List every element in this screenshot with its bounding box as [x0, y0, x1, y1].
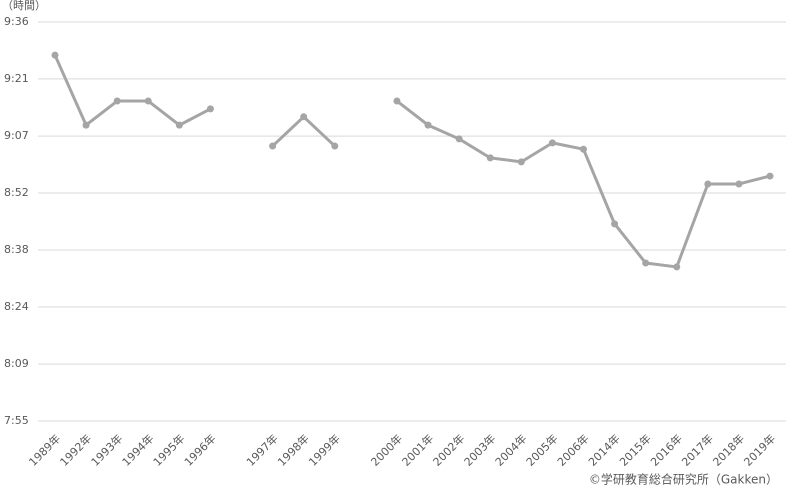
data-point — [611, 220, 619, 228]
data-point — [113, 97, 121, 105]
x-tick-label: 2001年 — [399, 431, 436, 468]
data-point — [424, 121, 432, 129]
y-tick-label: 8:24 — [4, 300, 29, 313]
data-point — [766, 172, 774, 180]
data-point — [735, 180, 743, 188]
x-tick-label: 1999年 — [306, 431, 343, 468]
data-point — [548, 139, 556, 147]
x-tick-label: 2006年 — [554, 431, 591, 468]
y-tick-label: 7:55 — [4, 414, 29, 427]
x-tick-label: 2005年 — [523, 431, 560, 468]
y-tick-label: 9:21 — [4, 72, 29, 85]
data-point — [673, 263, 681, 271]
x-tick-label: 1997年 — [243, 431, 280, 468]
data-point — [175, 121, 183, 129]
x-tick-label: 2016年 — [648, 431, 685, 468]
y-axis-label: （時間） — [2, 0, 46, 12]
x-tick-label: 2019年 — [741, 431, 778, 468]
x-tick-label: 2002年 — [430, 431, 467, 468]
x-tick-label: 1992年 — [57, 431, 94, 468]
x-tick-label: 2015年 — [616, 431, 653, 468]
y-tick-label: 8:38 — [4, 243, 29, 256]
source-note: ©学研教育総合研究所（Gakken） — [589, 472, 778, 486]
y-tick-label: 9:36 — [4, 15, 29, 28]
data-point — [144, 97, 152, 105]
data-point — [579, 145, 587, 153]
data-point — [642, 259, 650, 267]
data-point — [331, 142, 339, 150]
data-point — [486, 154, 494, 162]
x-tick-label: 2004年 — [492, 431, 529, 468]
data-point — [704, 180, 712, 188]
y-tick-label: 8:09 — [4, 357, 29, 370]
data-point — [393, 97, 401, 105]
data-point — [517, 158, 525, 166]
x-tick-label: 1998年 — [274, 431, 311, 468]
x-tick-label: 1995年 — [150, 431, 187, 468]
x-tick-label: 2014年 — [585, 431, 622, 468]
data-point — [455, 135, 463, 143]
data-point — [82, 121, 90, 129]
y-tick-label: 8:52 — [4, 186, 29, 199]
data-point — [269, 142, 277, 150]
x-tick-label: 2003年 — [461, 431, 498, 468]
x-tick-label: 1989年 — [26, 431, 63, 468]
x-tick-label: 1994年 — [119, 431, 156, 468]
data-point — [206, 105, 214, 113]
x-tick-label: 2018年 — [710, 431, 747, 468]
x-tick-label: 1993年 — [88, 431, 125, 468]
x-tick-label: 2017年 — [679, 431, 716, 468]
data-point — [300, 113, 308, 121]
data-point — [51, 51, 59, 59]
x-tick-label: 1996年 — [181, 431, 218, 468]
series-line — [53, 54, 771, 269]
x-tick-label: 2000年 — [368, 431, 405, 468]
y-tick-label: 9:07 — [4, 129, 29, 142]
